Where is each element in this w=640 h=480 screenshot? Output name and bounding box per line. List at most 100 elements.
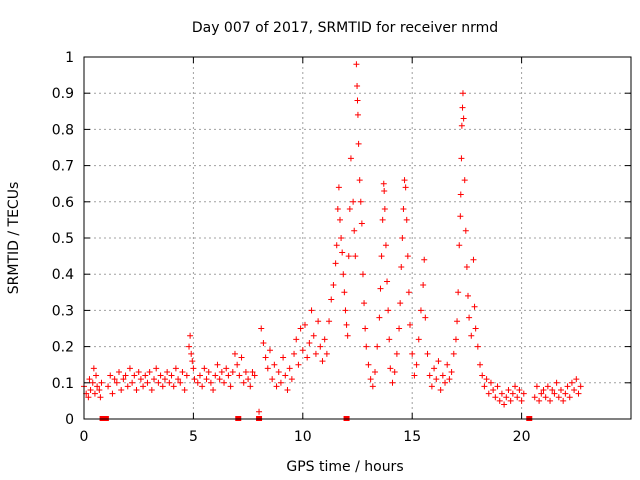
data-point: [520, 390, 527, 397]
data-point: [301, 321, 308, 328]
y-tick-label: 0.1: [52, 376, 74, 392]
data-point: [405, 289, 412, 296]
data-point: [540, 387, 547, 394]
data-point: [240, 379, 247, 386]
data-point: [442, 379, 449, 386]
data-point: [122, 372, 129, 379]
data-point: [334, 206, 341, 213]
data-point: [505, 387, 512, 394]
data-point: [538, 390, 545, 397]
data-point: [459, 104, 466, 111]
data-point: [187, 332, 194, 339]
data-point: [343, 321, 350, 328]
data-point: [335, 184, 342, 191]
data-point: [87, 387, 94, 394]
data-point: [483, 376, 490, 383]
data-point: [142, 372, 149, 379]
data-point: [379, 216, 386, 223]
data-point: [129, 379, 136, 386]
data-point: [312, 350, 319, 357]
data-point: [350, 198, 357, 205]
data-point: [153, 365, 160, 372]
data-point: [188, 350, 195, 357]
data-point: [155, 379, 162, 386]
data-point: [282, 372, 289, 379]
data-point: [148, 387, 155, 394]
data-point: [402, 184, 409, 191]
data-point: [393, 350, 400, 357]
data-point: [177, 379, 184, 386]
data-point: [118, 387, 125, 394]
data-point: [251, 372, 258, 379]
data-point: [330, 282, 337, 289]
data-point: [437, 387, 444, 394]
data-point: [310, 332, 317, 339]
data-point: [374, 343, 381, 350]
data-point: [386, 336, 393, 343]
data-point: [381, 206, 388, 213]
data-point: [464, 292, 471, 299]
data-point: [304, 354, 311, 361]
data-point: [536, 397, 543, 404]
data-point: [321, 336, 328, 343]
data-point: [391, 368, 398, 375]
data-point: [205, 368, 212, 375]
data-points: [81, 61, 584, 415]
data-point: [399, 235, 406, 241]
data-point: [85, 394, 92, 401]
data-point: [417, 307, 424, 314]
data-point: [342, 307, 349, 314]
data-point: [460, 115, 467, 122]
data-point: [113, 379, 120, 386]
data-point: [140, 383, 147, 390]
data-point: [190, 365, 197, 372]
data-point: [210, 387, 217, 394]
data-point: [351, 227, 358, 234]
data-point: [223, 365, 230, 372]
data-point: [109, 390, 116, 397]
data-point: [286, 365, 293, 372]
data-point: [93, 372, 100, 379]
data-point: [338, 235, 345, 241]
data-point: [422, 314, 429, 321]
data-point: [544, 383, 551, 390]
data-point: [466, 314, 473, 321]
data-point: [547, 397, 554, 404]
data-point: [409, 350, 416, 357]
data-point: [462, 227, 469, 234]
data-point: [347, 155, 354, 162]
data-point: [433, 376, 440, 383]
data-point: [457, 191, 464, 198]
data-point: [183, 372, 190, 379]
data-point: [458, 155, 465, 162]
data-point: [264, 365, 271, 372]
data-point: [269, 376, 276, 383]
data-point: [468, 332, 475, 339]
data-point: [91, 390, 98, 397]
data-point: [426, 372, 433, 379]
data-point: [359, 271, 366, 278]
data-point: [172, 365, 179, 372]
data-point: [439, 372, 446, 379]
data-point: [385, 307, 392, 314]
data-point: [490, 387, 497, 394]
chart-title: Day 007 of 2017, SRMTID for receiver nrm…: [192, 20, 498, 36]
data-point: [474, 343, 481, 350]
data-point: [319, 358, 326, 365]
data-point: [242, 368, 249, 375]
data-point: [299, 347, 306, 354]
data-point: [452, 336, 459, 343]
data-point: [238, 354, 245, 361]
data-point: [295, 361, 302, 368]
y-tick-label: 0.5: [52, 231, 74, 247]
data-point: [411, 372, 418, 379]
data-point: [159, 383, 166, 390]
data-point: [472, 325, 479, 332]
data-point: [577, 383, 584, 390]
data-point: [126, 365, 133, 372]
data-point: [420, 282, 427, 289]
data-point: [396, 325, 403, 332]
data-point: [308, 307, 315, 314]
data-point: [376, 314, 383, 321]
data-point: [492, 394, 499, 401]
